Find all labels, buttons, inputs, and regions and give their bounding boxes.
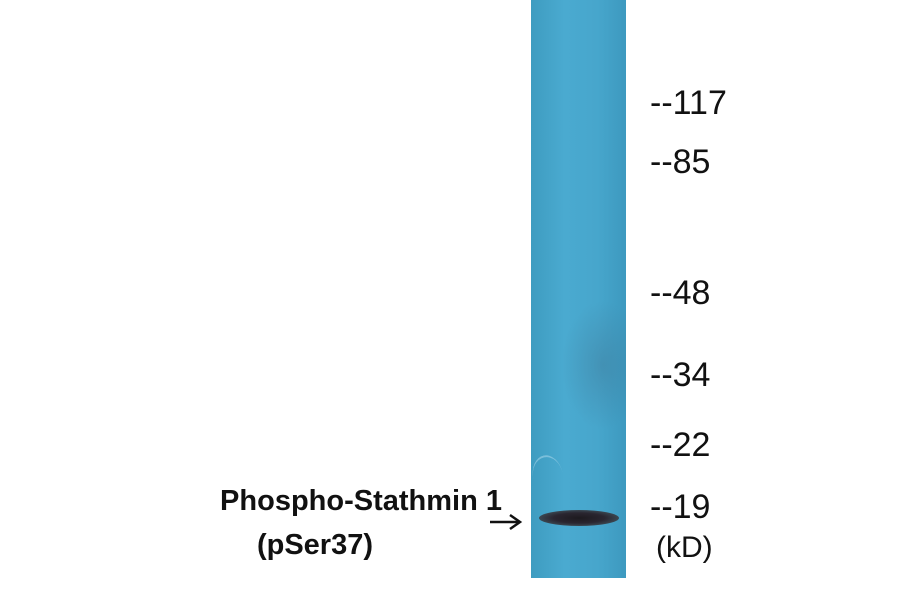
marker-19: --19 <box>650 488 711 526</box>
marker-22: --22 <box>650 426 711 464</box>
marker-85: --85 <box>650 143 711 181</box>
unit-label: (kD) <box>656 531 713 564</box>
marker-34: --34 <box>650 356 711 394</box>
arrow-icon <box>490 513 523 531</box>
marker-117: --117 <box>650 84 727 122</box>
band-label-line2: (pSer37) <box>256 529 373 561</box>
blot-lane <box>531 0 626 578</box>
lane-streak <box>531 452 568 500</box>
band-label-line1: Phospho-Stathmin 1 <box>220 485 502 517</box>
marker-48: --48 <box>650 274 711 312</box>
protein-band <box>539 510 619 526</box>
lane-shading <box>561 300 626 430</box>
